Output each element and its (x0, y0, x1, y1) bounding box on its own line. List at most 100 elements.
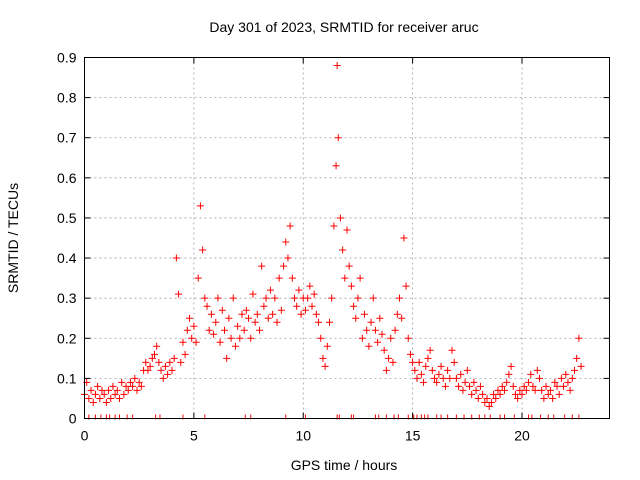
data-point (295, 286, 303, 294)
data-point (221, 326, 228, 334)
data-point (159, 374, 167, 382)
data-point (201, 294, 209, 302)
data-point (542, 382, 550, 390)
data-point (196, 202, 204, 210)
data-point (330, 222, 338, 230)
data-point (249, 290, 257, 298)
axis-ticks: 0 0.1 0.2 0.3 0.4 0.5 0.6 0.7 0.8 0.9 0 5 10 15 20 (57, 50, 610, 444)
y-tick-label: 0.7 (57, 130, 77, 146)
y-tick-label: 0.9 (57, 50, 77, 66)
data-point (494, 386, 502, 394)
data-point (531, 386, 539, 394)
data-point (205, 326, 213, 334)
data-point (109, 382, 117, 390)
data-point (194, 274, 202, 282)
data-point (538, 386, 546, 394)
data-point (168, 366, 176, 374)
data-point (470, 378, 478, 386)
data-point (271, 294, 279, 302)
data-point (225, 314, 233, 322)
data-point (286, 222, 294, 230)
data-point (212, 318, 220, 326)
x-tick-label: 10 (295, 428, 311, 444)
grid (84, 57, 610, 419)
data-point (433, 378, 441, 386)
data-point (315, 318, 323, 326)
data-point (236, 334, 244, 342)
data-point (275, 274, 283, 282)
data-point (312, 310, 320, 318)
data-point (422, 362, 430, 370)
data-point (352, 314, 360, 322)
data-point (446, 374, 454, 382)
data-point (157, 366, 165, 374)
y-tick-label: 0.1 (57, 370, 77, 386)
data-point (105, 386, 113, 394)
data-point (177, 358, 185, 366)
data-point (562, 370, 570, 378)
data-point (511, 390, 519, 398)
data-point (507, 362, 515, 370)
data-point (207, 310, 215, 318)
data-point (328, 294, 336, 302)
data-point (142, 358, 150, 366)
x-tick-label: 20 (514, 428, 530, 444)
data-point (350, 302, 358, 310)
data-point (450, 358, 458, 366)
data-point (188, 334, 196, 342)
data-point (560, 382, 568, 390)
data-point (536, 374, 543, 382)
data-point (472, 386, 480, 394)
data-point (413, 374, 421, 382)
data-point (354, 294, 362, 302)
data-point (113, 386, 121, 394)
data-point (396, 294, 403, 302)
data-point (266, 286, 274, 294)
data-point (332, 162, 340, 170)
data-point (402, 282, 410, 290)
data-point (306, 282, 314, 290)
data-series (81, 62, 585, 420)
data-point (238, 310, 246, 318)
data-point (564, 378, 572, 386)
data-point (100, 390, 108, 398)
chart-title: Day 301 of 2023, SRMTID for receiver aru… (209, 19, 478, 35)
data-point (546, 386, 554, 394)
data-point (363, 326, 371, 334)
data-point (463, 366, 471, 374)
y-tick-label: 0.2 (57, 330, 77, 346)
data-point (89, 398, 97, 406)
data-point (288, 274, 296, 282)
data-point (186, 314, 193, 322)
data-point (380, 346, 388, 354)
data-point (216, 338, 224, 346)
data-point (557, 374, 565, 382)
data-point (398, 314, 406, 322)
data-point (479, 390, 487, 398)
data-point (522, 386, 530, 394)
data-point (336, 214, 344, 222)
data-point (293, 302, 301, 310)
data-point (573, 354, 581, 362)
data-point (391, 326, 399, 334)
data-point (514, 394, 522, 402)
data-point (400, 234, 408, 242)
data-point (455, 382, 463, 390)
data-point (393, 310, 401, 318)
data-point (382, 366, 390, 374)
data-point (240, 326, 248, 334)
data-point (297, 310, 305, 318)
data-point (568, 374, 576, 382)
data-point (234, 322, 242, 330)
data-point (444, 366, 452, 374)
data-point (492, 394, 500, 402)
data-point (91, 390, 99, 398)
data-point (461, 378, 469, 386)
data-point (321, 362, 329, 370)
data-point (282, 238, 290, 246)
data-point (466, 382, 473, 390)
data-point (333, 62, 341, 70)
data-point (555, 390, 563, 398)
data-point (343, 226, 351, 234)
data-point (424, 354, 432, 362)
